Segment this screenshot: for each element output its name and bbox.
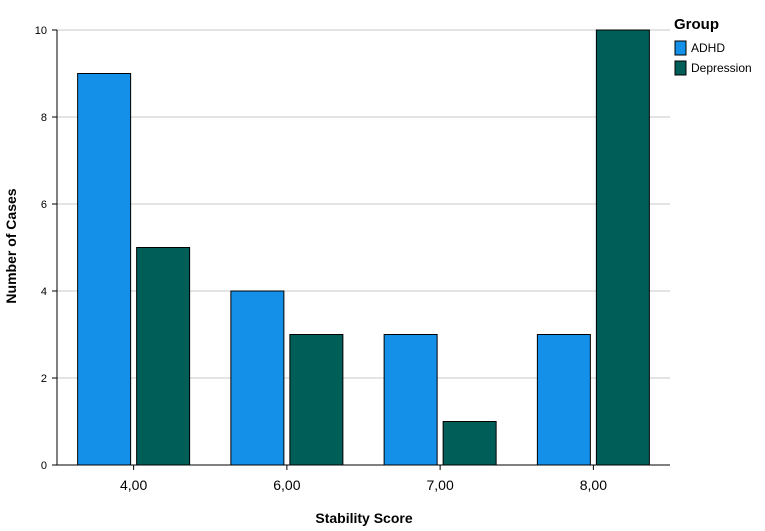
y-tick-label: 0 [41, 460, 47, 472]
y-tick-label: 8 [41, 112, 47, 124]
legend-label-adhd: ADHD [691, 41, 725, 55]
bar-adhd-1 [230, 290, 285, 466]
x-tick-label: 4,00 [120, 477, 147, 493]
bars [77, 29, 650, 466]
bar-adhd-0 [77, 73, 132, 466]
y-tick-label: 6 [41, 199, 47, 211]
y-tick-label: 2 [41, 373, 47, 385]
legend-swatch-adhd [674, 40, 687, 56]
y-axis-ticks: 0 2 4 6 8 10 [35, 25, 57, 472]
legend-swatch-depression [674, 60, 687, 76]
y-tick-label: 10 [35, 25, 47, 37]
bar-depression-3 [595, 29, 650, 466]
x-axis-title: Stability Score [315, 510, 412, 526]
x-axis-ticks: 4,00 6,00 7,00 8,00 [120, 465, 607, 493]
bar-depression-0 [136, 247, 191, 466]
bar-adhd-2 [383, 334, 438, 466]
legend: Group ADHD Depression [674, 16, 752, 76]
x-tick-label: 7,00 [427, 477, 454, 493]
legend-title: Group [674, 16, 719, 33]
bar-depression-2 [442, 421, 497, 466]
y-tick-label: 4 [41, 286, 47, 298]
y-axis-title: Number of Cases [3, 188, 19, 303]
x-tick-label: 6,00 [273, 477, 300, 493]
x-tick-label: 8,00 [580, 477, 607, 493]
legend-label-depression: Depression [691, 61, 752, 75]
bar-adhd-3 [536, 334, 591, 466]
bar-depression-1 [289, 334, 344, 466]
